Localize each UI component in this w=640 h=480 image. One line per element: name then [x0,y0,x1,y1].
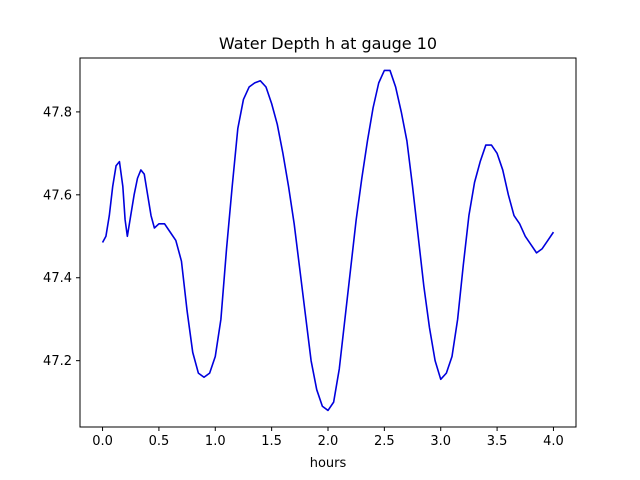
series-layer [101,69,555,412]
y-axis-ticks: 47.2 47.4 47.6 47.8 [43,105,80,369]
x-tick-label: 1.5 [261,434,282,449]
x-tick-label: 2.5 [374,434,395,449]
x-tick-label: 1.0 [205,434,226,449]
x-axis-label: hours [310,456,347,471]
x-tick-label: 3.0 [430,434,451,449]
y-tick-label: 47.2 [43,354,72,369]
plot-area-frame [79,57,577,428]
y-tick-label: 47.8 [43,105,72,120]
x-tick-label: 2.0 [318,434,339,449]
x-tick-label: 4.0 [543,434,564,449]
x-tick-label: 0.0 [92,434,113,449]
chart-title: Water Depth h at gauge 10 [219,34,437,53]
x-tick-label: 3.5 [487,434,508,449]
x-tick-label: 0.5 [149,434,170,449]
x-axis-ticks: 0.0 0.5 1.0 1.5 2.0 2.5 3.0 3.5 4.0 [92,427,564,449]
y-tick-label: 47.4 [43,271,72,286]
y-tick-label: 47.6 [43,188,72,203]
series-line [101,69,555,412]
